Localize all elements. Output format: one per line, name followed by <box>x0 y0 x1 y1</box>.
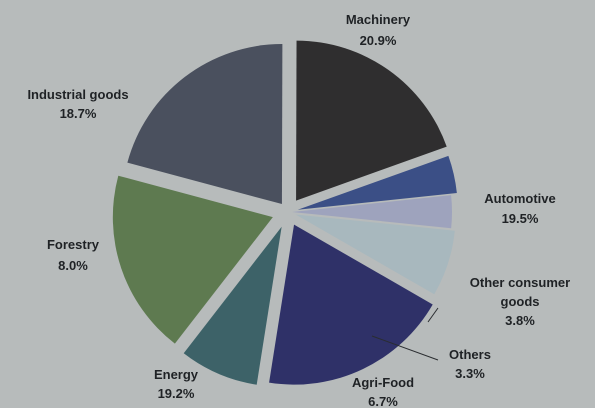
pie-slice-automotive <box>296 40 447 201</box>
pie-slice-forestry <box>183 226 282 385</box>
pie-slice-agri-food <box>295 214 455 295</box>
slice-name-label-agri-food: Agri-Food <box>352 375 414 390</box>
slice-value-label-industrial-goods: 18.7% <box>60 106 97 121</box>
slice-name-label-other-consumer-goods: Other consumer <box>470 275 570 290</box>
slice-name-label-others: Others <box>449 347 491 362</box>
slice-name-label-other-consumer-goods: goods <box>501 294 540 309</box>
slice-name-label-industrial-goods: Industrial goods <box>27 87 128 102</box>
pie-slice-other-consumer-goods <box>297 155 457 210</box>
slice-name-label-energy: Energy <box>154 367 199 382</box>
pie-slice-energy <box>269 224 433 385</box>
leader-line-other-consumer-goods <box>427 307 439 323</box>
slice-name-label-forestry: Forestry <box>47 237 100 252</box>
slice-value-label-forestry: 8.0% <box>58 258 88 273</box>
leader-line-others <box>371 335 439 361</box>
pie-slice-industrial-goods <box>112 175 273 344</box>
slice-name-label-machinery: Machinery <box>346 12 411 27</box>
pie-slice-others <box>292 195 452 229</box>
slice-value-label-agri-food: 6.7% <box>368 394 398 408</box>
pie-slice-machinery <box>127 44 283 205</box>
slice-value-label-other-consumer-goods: 3.8% <box>505 313 535 328</box>
slice-value-label-automotive: 19.5% <box>502 211 539 226</box>
slice-value-label-energy: 19.2% <box>158 386 195 401</box>
slice-name-label-automotive: Automotive <box>484 191 556 206</box>
slice-value-label-machinery: 20.9% <box>360 33 397 48</box>
slice-value-label-others: 3.3% <box>455 366 485 381</box>
